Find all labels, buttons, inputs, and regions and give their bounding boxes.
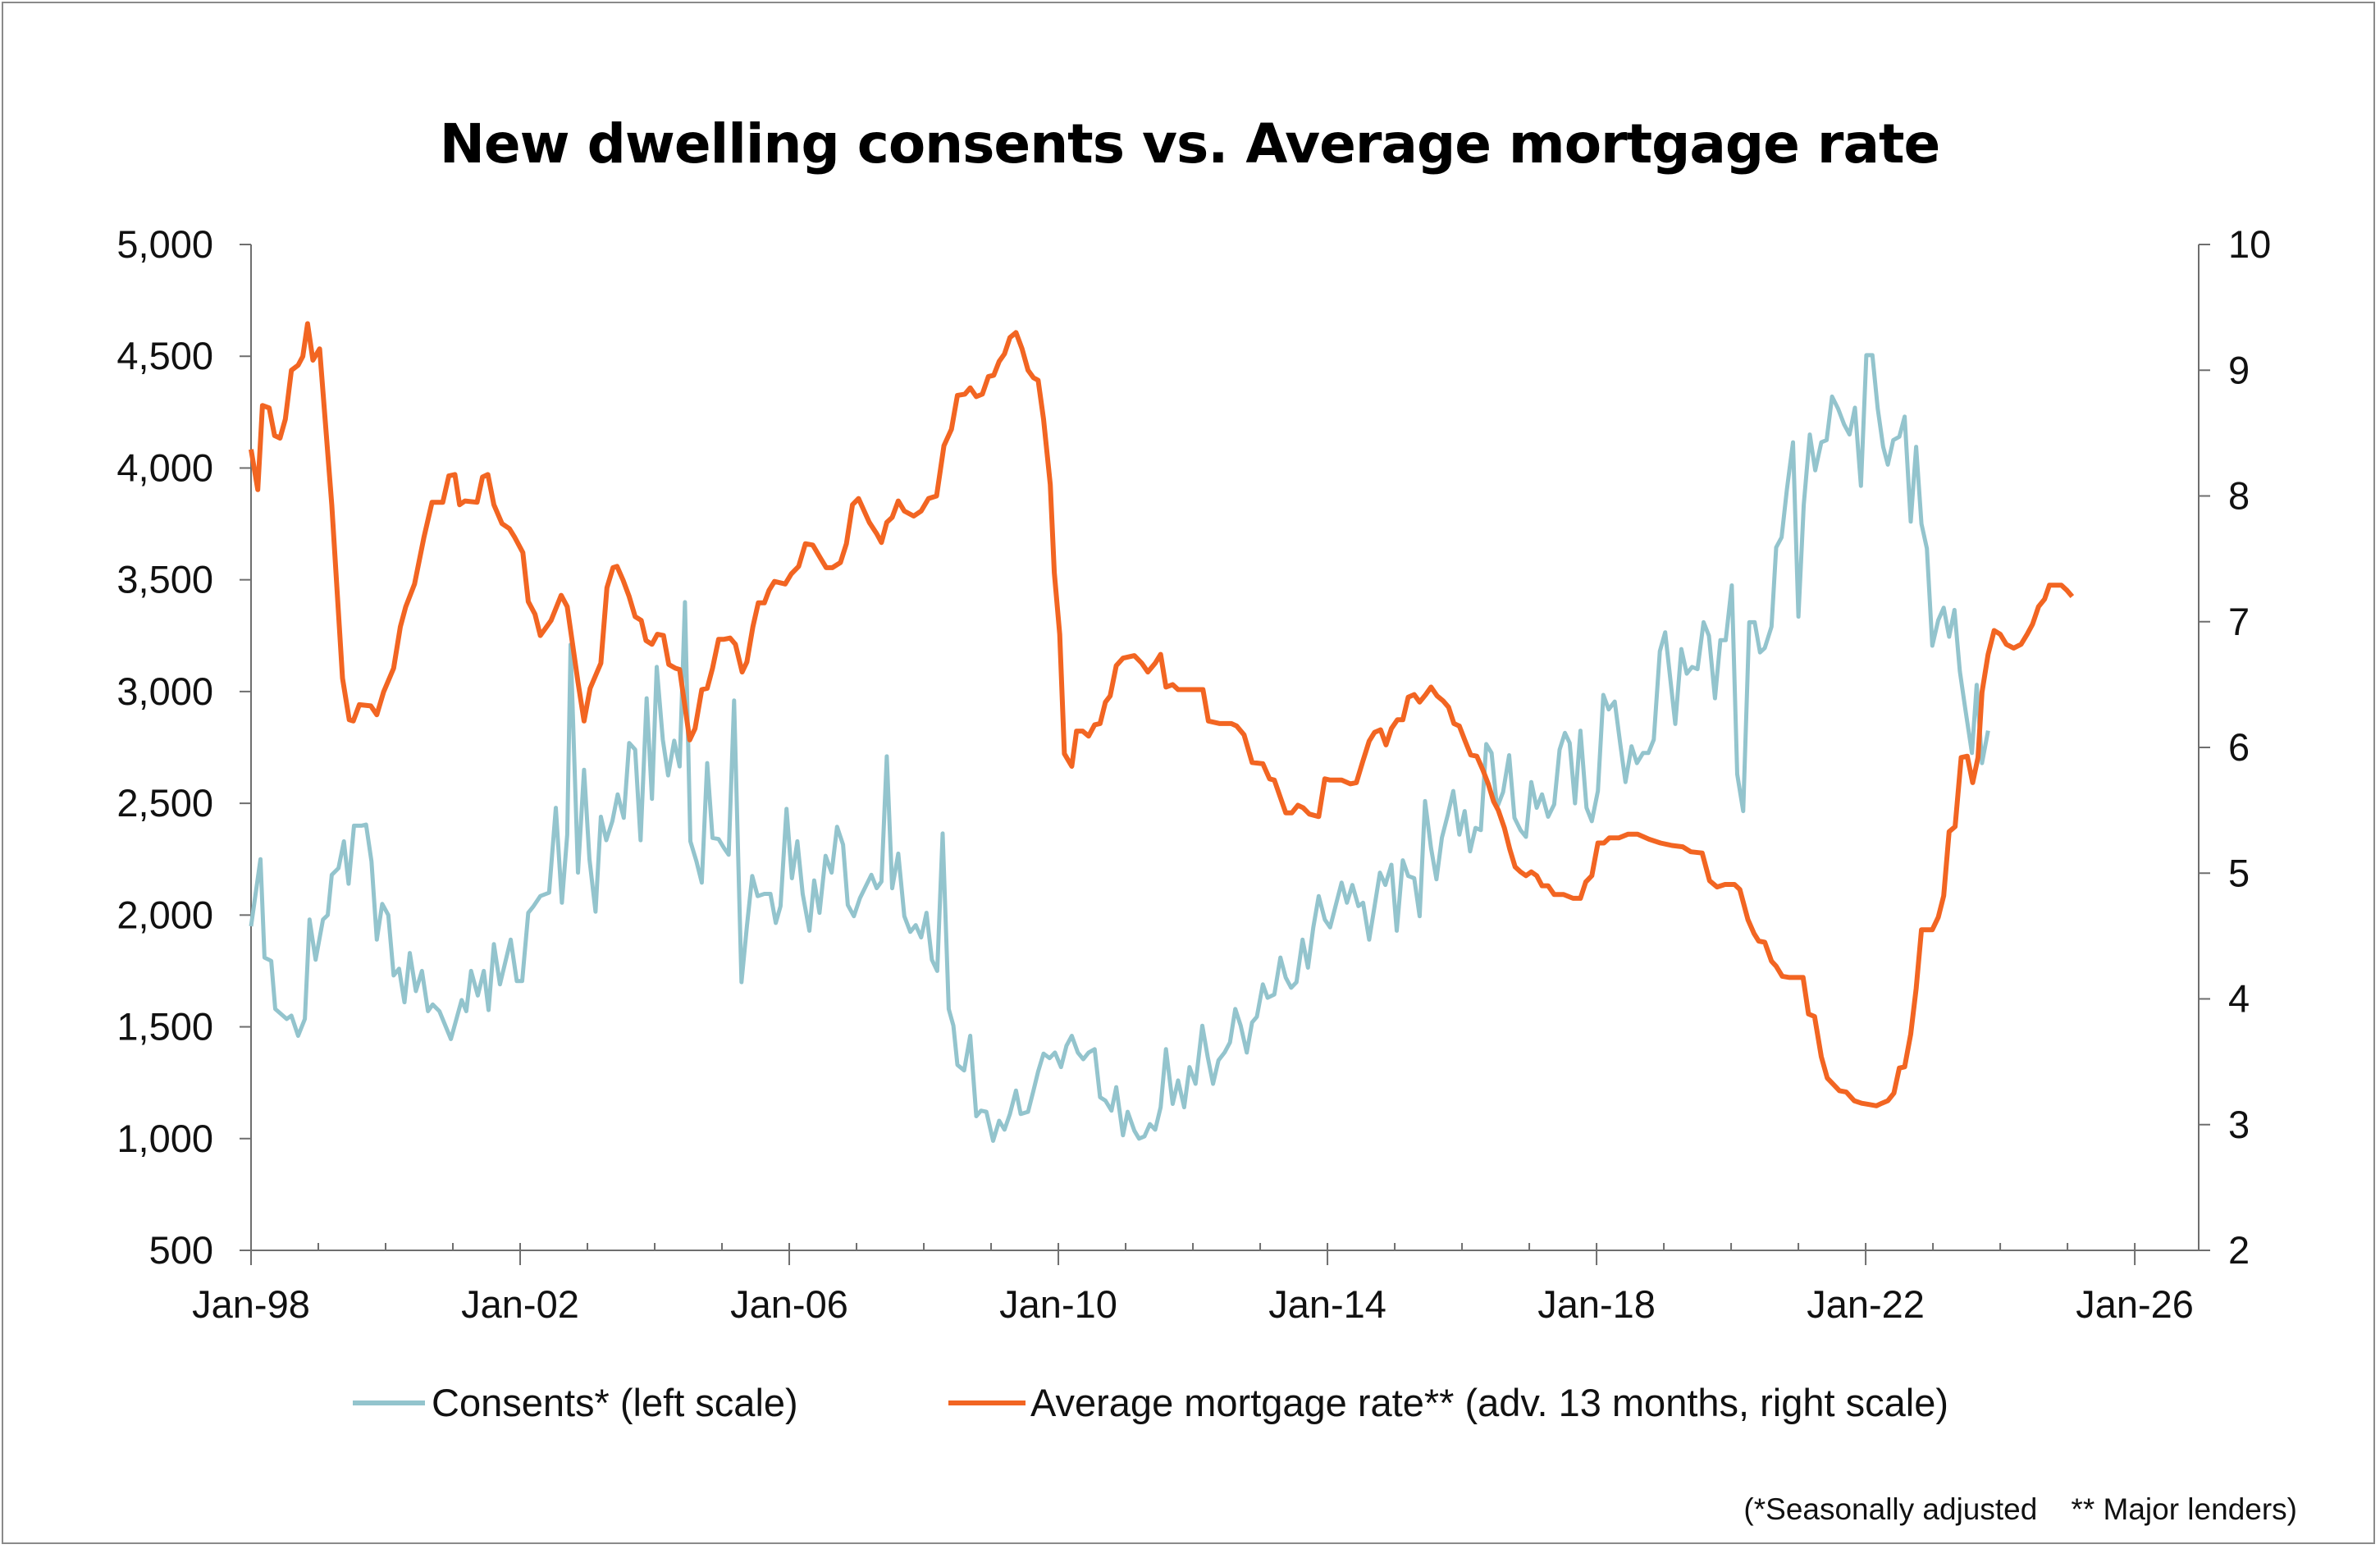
right-tick-label: 8 [2228,474,2250,518]
right-tick-label: 10 [2228,222,2271,266]
x-tick-label: Jan-18 [1537,1282,1656,1326]
series-lines [249,321,2075,1143]
consents-line [249,353,1990,1143]
right-tick-label: 7 [2228,600,2250,643]
left-tick-label: 500 [149,1228,213,1272]
mortgage-rate-line [249,321,2075,1108]
legend-label-mortgage-rate: Average mortgage rate** (adv. 13 months,… [1030,1381,1948,1424]
left-tick-label: 2,000 [116,893,213,936]
left-tick-label: 3,500 [116,558,213,601]
x-tick-label: Jan-06 [730,1282,848,1326]
right-tick-label: 6 [2228,725,2250,769]
left-tick-label: 3,000 [116,669,213,713]
x-tick-label: Jan-10 [999,1282,1117,1326]
left-tick-label: 4,500 [116,334,213,377]
chart-title: New dwelling consents vs. Average mortga… [440,112,1940,176]
left-tick-label: 1,500 [116,1005,213,1049]
right-tick-label: 3 [2228,1103,2250,1146]
x-tick-label: Jan-02 [461,1282,579,1326]
legend: Consents* (left scale) Average mortgage … [353,1381,1948,1424]
x-tick-label: Jan-14 [1268,1282,1386,1326]
right-tick-label: 5 [2228,851,2250,894]
footnote: (*Seasonally adjusted ** Major lenders) [1743,1492,2297,1526]
x-tick-label: Jan-26 [2076,1282,2194,1326]
x-tick-label: Jan-98 [192,1282,310,1326]
right-tick-label: 2 [2228,1228,2250,1272]
legend-label-consents: Consents* (left scale) [432,1381,798,1424]
left-tick-label: 5,000 [116,222,213,266]
x-tick-label: Jan-22 [1807,1282,1925,1326]
right-tick-label: 9 [2228,348,2250,391]
left-tick-label: 1,000 [116,1117,213,1160]
right-tick-label: 4 [2228,977,2250,1021]
axes: 500 1,000 1,500 2,000 2,500 3,000 3,500 4,000 4,… [116,222,2271,1326]
left-tick-label: 4,000 [116,446,213,489]
left-tick-label: 2,500 [116,781,213,825]
